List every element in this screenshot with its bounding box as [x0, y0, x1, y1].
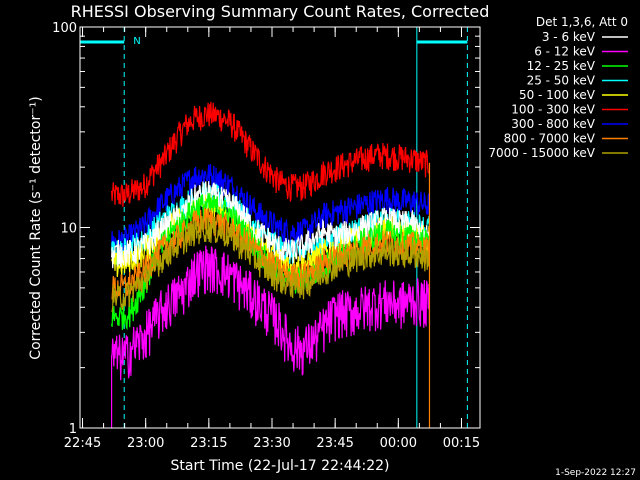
night-label: N — [133, 36, 140, 47]
series-line-6 — [111, 164, 431, 256]
x-tick-label: 23:30 — [253, 436, 290, 451]
legend-label: 100 - 300 keV — [511, 103, 595, 117]
y-tick-label: 100 — [52, 21, 77, 36]
y-tick-label: 1 — [69, 422, 77, 437]
x-tick-label: 23:15 — [190, 436, 227, 451]
y-axis-label: Corrected Count Rate (s⁻¹ detector⁻¹) — [28, 96, 44, 359]
legend-label: 300 - 800 keV — [511, 117, 595, 131]
legend-label: 6 - 12 keV — [534, 45, 596, 59]
legend-header: Det 1,3,6, Att 0 — [536, 15, 628, 29]
legend-label: 7000 - 15000 keV — [488, 146, 595, 160]
legend-label: 800 - 7000 keV — [504, 132, 596, 146]
x-tick-label: 00:15 — [443, 436, 480, 451]
footer-timestamp: 1-Sep-2022 12:27 — [555, 468, 636, 478]
x-tick-label: 23:45 — [316, 436, 353, 451]
legend-label: 50 - 100 keV — [519, 88, 596, 102]
x-tick-label: 22:45 — [64, 436, 101, 451]
series-line-1 — [111, 245, 431, 381]
axes: 1 10 100 22:45 23:00 23:15 23:30 23:45 00:00 00:1… — [52, 21, 481, 451]
x-axis-label: Start Time (22-Jul-17 22:44:22) — [170, 458, 389, 474]
legend-label: 3 - 6 keV — [542, 30, 596, 44]
y-tick-label: 10 — [60, 222, 77, 237]
series-line-8 — [111, 216, 430, 313]
series-line-5 — [111, 101, 431, 207]
chart-title: RHESSI Observing Summary Count Rates, Co… — [71, 2, 490, 21]
legend-label: 25 - 50 keV — [527, 74, 596, 88]
legend-label: 12 - 25 keV — [527, 59, 596, 73]
x-tick-label: 23:00 — [127, 436, 164, 451]
series-layer — [110, 101, 431, 428]
x-tick-label: 00:00 — [380, 436, 417, 451]
